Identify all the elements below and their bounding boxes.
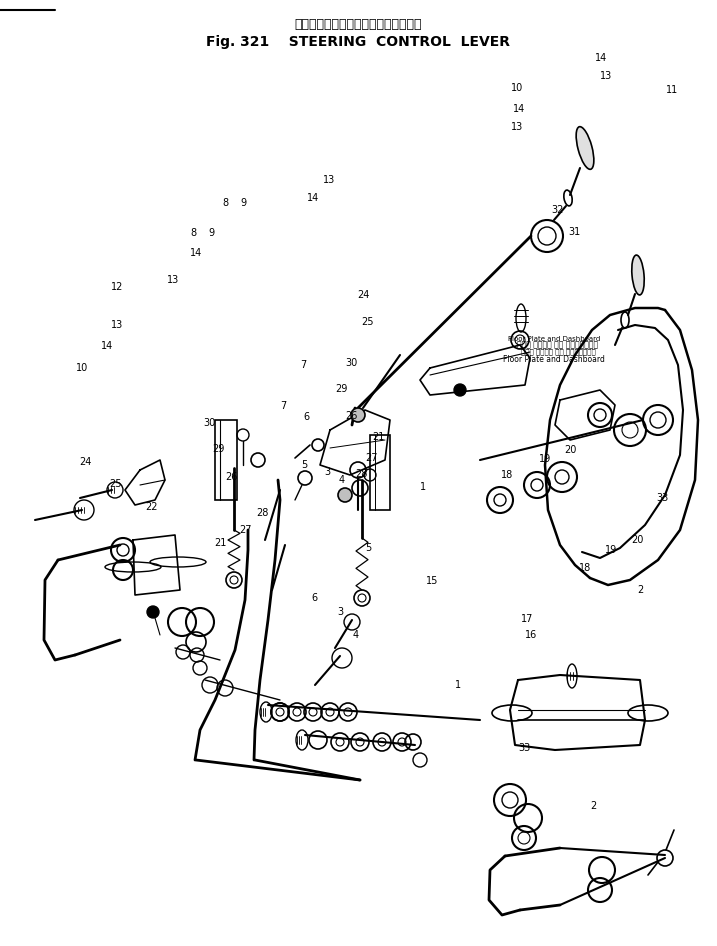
- Text: 5: 5: [301, 460, 307, 470]
- Text: 24: 24: [79, 457, 91, 467]
- Text: 33: 33: [518, 743, 530, 753]
- Bar: [215, 420, 237, 500]
- Text: 13: 13: [111, 320, 123, 330]
- Circle shape: [454, 384, 466, 396]
- Text: 20: 20: [631, 535, 643, 545]
- Text: 13: 13: [511, 122, 523, 132]
- Text: 27: 27: [239, 525, 251, 535]
- Ellipse shape: [632, 255, 645, 295]
- Ellipse shape: [576, 127, 594, 169]
- Text: 12: 12: [111, 282, 123, 292]
- Text: 25: 25: [362, 317, 374, 327]
- Text: フロア プレート 及び ダッシュボード: フロア プレート 及び ダッシュボード: [521, 349, 595, 356]
- Text: 3: 3: [324, 467, 330, 477]
- Text: 4: 4: [339, 475, 345, 485]
- Text: 28: 28: [256, 508, 268, 518]
- Text: 30: 30: [203, 418, 215, 428]
- Text: フロア プレート 及び ダッシュボード: フロア プレート 及び ダッシュボード: [518, 341, 599, 349]
- Text: 29: 29: [335, 384, 347, 394]
- Text: 27: 27: [365, 453, 377, 463]
- Text: ステアリング　コントロール　レバー: ステアリング コントロール レバー: [294, 19, 422, 31]
- Circle shape: [147, 606, 159, 618]
- Text: 11: 11: [666, 85, 678, 95]
- Text: 26: 26: [225, 472, 237, 482]
- Text: 16: 16: [525, 630, 537, 640]
- Text: 4: 4: [353, 630, 359, 640]
- Text: 10: 10: [76, 363, 88, 373]
- Text: 19: 19: [605, 545, 617, 555]
- Text: 8: 8: [222, 198, 228, 208]
- Text: 9: 9: [240, 198, 246, 208]
- Text: 1: 1: [455, 680, 461, 690]
- Text: 25: 25: [109, 479, 121, 489]
- Text: 28: 28: [355, 469, 367, 479]
- Text: 14: 14: [307, 193, 319, 203]
- Text: 13: 13: [323, 175, 335, 185]
- Bar: [370, 435, 390, 510]
- Text: 20: 20: [564, 445, 576, 455]
- Text: 29: 29: [212, 444, 224, 454]
- Text: 6: 6: [303, 412, 309, 422]
- Text: 8: 8: [190, 228, 196, 238]
- Text: 21: 21: [372, 432, 384, 442]
- Text: 14: 14: [595, 53, 607, 63]
- Text: 24: 24: [357, 290, 369, 300]
- Text: 30: 30: [345, 358, 357, 368]
- Text: Floor Plate and Dashboard: Floor Plate and Dashboard: [508, 336, 600, 342]
- Text: 15: 15: [426, 576, 438, 586]
- Text: 14: 14: [513, 104, 525, 114]
- Text: 18: 18: [501, 470, 513, 480]
- Text: 2: 2: [590, 801, 596, 811]
- Text: 31: 31: [568, 227, 580, 237]
- Text: 22: 22: [145, 502, 157, 512]
- Text: 7: 7: [300, 360, 306, 370]
- Circle shape: [351, 408, 365, 422]
- Text: 21: 21: [214, 538, 226, 548]
- Text: 9: 9: [208, 228, 214, 238]
- Text: 14: 14: [101, 341, 113, 351]
- Text: 33: 33: [656, 493, 668, 503]
- Text: 1: 1: [420, 482, 426, 492]
- Text: 13: 13: [167, 275, 179, 285]
- Text: 32: 32: [552, 205, 564, 215]
- Text: Floor Plate and Dashboard: Floor Plate and Dashboard: [503, 356, 605, 364]
- Circle shape: [338, 488, 352, 502]
- Text: 7: 7: [280, 401, 286, 411]
- Text: 14: 14: [190, 248, 202, 258]
- Text: 13: 13: [600, 71, 612, 81]
- Text: 6: 6: [311, 593, 317, 603]
- Text: 2: 2: [637, 585, 643, 595]
- Text: 17: 17: [521, 614, 533, 624]
- Text: 3: 3: [337, 607, 343, 617]
- Text: 10: 10: [511, 83, 523, 93]
- Text: 19: 19: [539, 454, 551, 464]
- Text: 5: 5: [365, 543, 371, 553]
- Text: Fig. 321    STEERING  CONTROL  LEVER: Fig. 321 STEERING CONTROL LEVER: [206, 35, 510, 49]
- Text: 18: 18: [579, 563, 591, 573]
- Text: 26: 26: [345, 411, 357, 421]
